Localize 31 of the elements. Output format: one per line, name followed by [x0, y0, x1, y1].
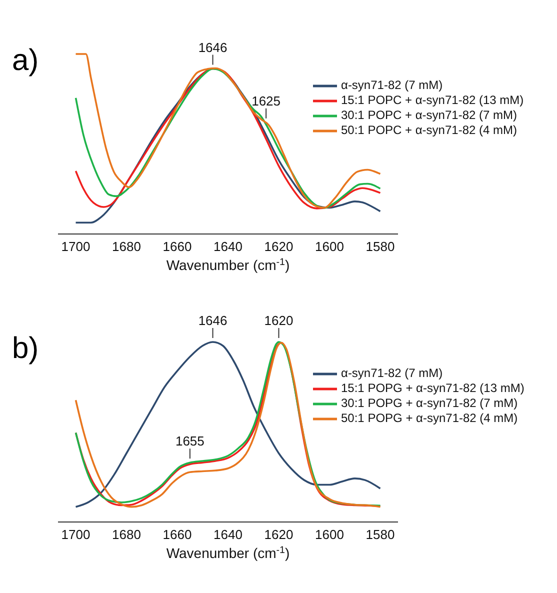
x-tick-label: 1580: [366, 239, 395, 254]
x-tick-label: 1600: [315, 239, 344, 254]
x-tick-label: 1660: [162, 239, 192, 254]
legend-label: α-syn71-82 (7 mM): [341, 366, 443, 381]
x-axis-title: Wavenumber (cm$^{-1}$): [166, 256, 290, 273]
annotation: 1646: [198, 40, 228, 55]
x-tick-label: 1620: [264, 239, 294, 254]
x-tick-label: 1700: [61, 239, 90, 254]
annotation: 1625: [252, 93, 281, 108]
legend-label: α-syn71-82 (7 mM): [341, 78, 443, 93]
x-tick-label: 1580: [366, 527, 395, 542]
x-tick-label: 1640: [214, 239, 242, 254]
annotation: 1620: [264, 313, 294, 328]
chart-title: b): [12, 332, 39, 366]
legend-label: 50:1 POPC + α-syn71-82 (4 mM): [341, 123, 517, 138]
legend-label: 30:1 POPC + α-syn71-82 (7 mM): [341, 108, 517, 123]
annotation: 1646: [198, 313, 228, 328]
x-tick-label: 1680: [112, 239, 141, 254]
x-tick-label: 1640: [214, 527, 242, 542]
x-tick-label: 1700: [61, 527, 90, 542]
legend-label: 15:1 POPG + α-syn71-82 (13 mM): [341, 381, 524, 396]
legend-label: 15:1 POPC + α-syn71-82 (13 mM): [341, 93, 524, 108]
legend-label: 30:1 POPG + α-syn71-82 (7 mM): [341, 396, 518, 411]
chart-title: a): [12, 44, 39, 78]
annotation: 1655: [175, 434, 204, 449]
x-tick-label: 1660: [162, 527, 192, 542]
x-tick-label: 1680: [112, 527, 141, 542]
x-tick-label: 1620: [264, 527, 294, 542]
x-axis-title: Wavenumber (cm$^{-1}$): [166, 544, 290, 561]
legend-label: 50:1 POPG + α-syn71-82 (4 mM): [341, 411, 518, 426]
x-tick-label: 1600: [315, 527, 344, 542]
